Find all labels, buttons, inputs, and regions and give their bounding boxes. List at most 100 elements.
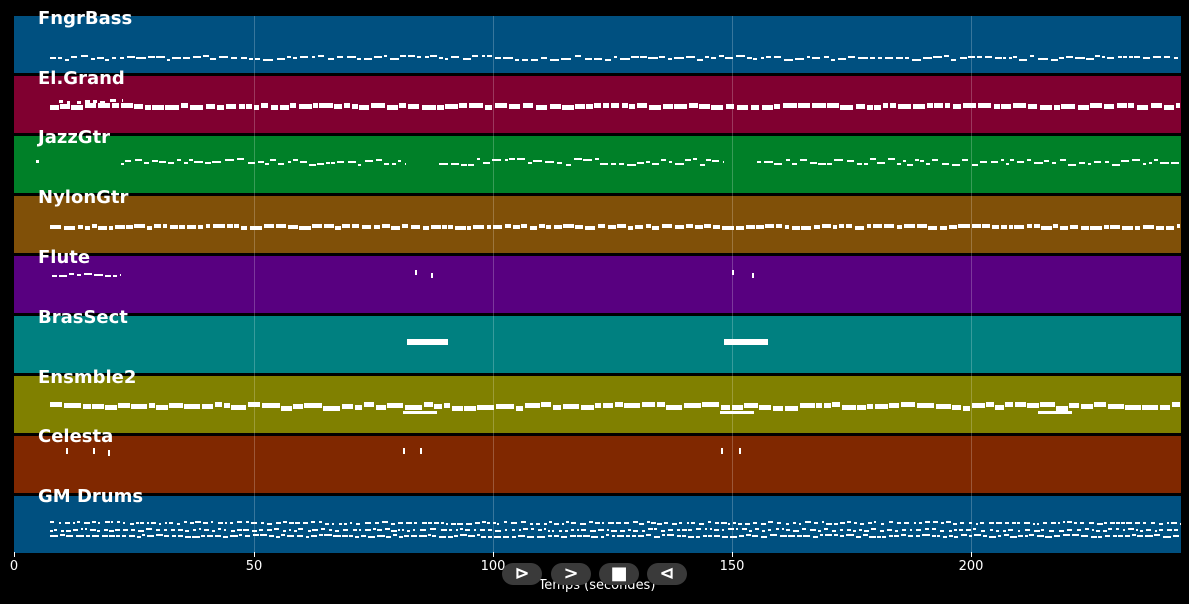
note-mark [661, 159, 667, 161]
note-mark [504, 529, 508, 531]
play-icon: ⊳ [514, 563, 530, 584]
note-mark [834, 534, 838, 536]
note-mark [178, 535, 184, 537]
note-mark [177, 529, 184, 531]
note-mark [824, 403, 831, 408]
note-mark [577, 535, 582, 537]
note-mark [1173, 529, 1179, 531]
note-mark [60, 530, 64, 532]
note-mark [846, 160, 855, 162]
note-mark [127, 56, 135, 58]
note-mark [465, 529, 470, 531]
note-mark [729, 536, 737, 538]
note-mark [283, 530, 286, 532]
note-mark [445, 104, 458, 109]
note-mark [209, 58, 216, 60]
note-mark [156, 534, 164, 536]
note-mark [619, 530, 626, 532]
note-mark [59, 100, 63, 103]
note-mark [712, 225, 721, 229]
note-mark [580, 529, 586, 531]
note-mark [584, 58, 592, 60]
note-mark [667, 534, 675, 536]
note-mark [933, 56, 943, 58]
note-mark [452, 406, 463, 411]
note-mark [1101, 56, 1105, 58]
note-mark [280, 105, 289, 110]
fast-forward-button[interactable]: > [551, 563, 591, 585]
note-mark [338, 523, 343, 525]
note-mark [1171, 162, 1179, 164]
rewind-button[interactable]: ⊲ [647, 563, 687, 585]
note-mark [586, 104, 593, 109]
note-mark [222, 536, 229, 538]
note-mark [1017, 530, 1021, 532]
note-mark [434, 404, 443, 409]
note-mark [260, 522, 265, 524]
note-mark [767, 529, 772, 531]
note-mark [410, 225, 421, 229]
note-mark [294, 530, 297, 532]
note-mark [496, 523, 499, 525]
note-mark [460, 164, 467, 166]
note-mark [459, 528, 463, 530]
note-mark [398, 522, 404, 524]
play-button[interactable]: ⊳ [502, 563, 542, 585]
note-mark [974, 534, 981, 536]
note-mark [1116, 522, 1120, 524]
note-mark [480, 529, 486, 531]
note-mark [732, 270, 734, 275]
note-mark [204, 162, 211, 164]
note-mark [760, 57, 764, 59]
note-mark [226, 104, 237, 109]
note-mark [753, 522, 757, 524]
note-mark [108, 450, 110, 456]
note-mark [318, 534, 324, 536]
note-mark [108, 535, 115, 537]
note-mark [642, 530, 646, 532]
note-mark [493, 536, 501, 538]
note-mark [942, 163, 949, 165]
note-mark [264, 224, 274, 228]
note-mark [1121, 160, 1130, 162]
note-mark [1042, 522, 1047, 524]
note-mark [171, 57, 182, 59]
note-mark [633, 521, 638, 523]
note-mark [245, 521, 250, 523]
note-mark [319, 103, 334, 108]
note-mark [942, 536, 948, 538]
note-mark [218, 56, 229, 58]
note-mark [1125, 405, 1141, 410]
x-tick [254, 552, 255, 557]
note-mark [922, 57, 933, 59]
note-mark [450, 523, 457, 525]
note-mark [487, 536, 492, 538]
note-mark [223, 529, 227, 531]
note-mark [164, 535, 170, 537]
note-mark [1094, 55, 1100, 57]
note-mark [139, 522, 144, 524]
note-mark [902, 160, 906, 162]
stop-button[interactable]: ■ [599, 563, 639, 585]
note-mark [448, 225, 453, 229]
note-mark [431, 273, 433, 278]
note-mark [323, 406, 340, 411]
note-mark [1107, 57, 1115, 59]
note-mark [702, 535, 707, 537]
note-mark [952, 104, 962, 109]
note-mark [1000, 159, 1005, 161]
note-mark [600, 536, 605, 538]
note-mark [854, 226, 865, 230]
note-mark [728, 528, 734, 530]
note-mark [198, 225, 204, 229]
note-mark [152, 105, 164, 110]
note-mark [247, 402, 261, 407]
note-mark [84, 226, 90, 230]
x-tick-label: 150 [719, 559, 745, 574]
note-mark [1091, 536, 1097, 538]
note-mark [776, 522, 782, 524]
note-mark [799, 159, 807, 161]
note-mark [358, 529, 362, 531]
note-mark [531, 59, 538, 61]
note-mark [963, 103, 977, 108]
